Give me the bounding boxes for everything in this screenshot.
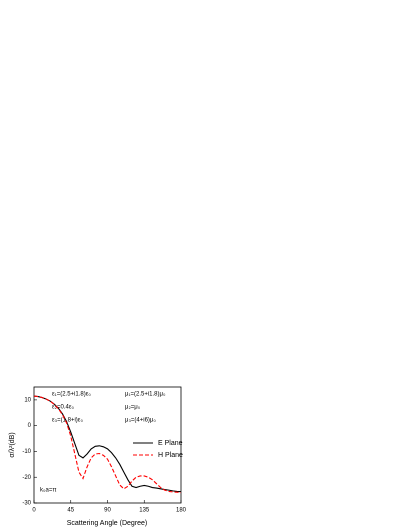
- x-tick-label: 0: [32, 508, 36, 514]
- annotation: k₀a=π: [40, 488, 56, 494]
- annotation: μ₂=μ₀: [125, 405, 141, 411]
- annotation: ε₁=(2.5+i1.8)ε₀: [52, 392, 91, 398]
- x-tick-label: 135: [139, 508, 150, 514]
- y-tick-label: -10: [22, 449, 31, 455]
- legend-label: E Plane: [158, 440, 183, 447]
- legend-label: H Plane: [158, 452, 183, 459]
- annotation: μ₃=(4+i6)μ₀: [125, 418, 156, 424]
- x-tick-label: 45: [67, 508, 74, 514]
- y-tick-label: 10: [24, 397, 31, 403]
- x-tick-label: 90: [104, 508, 111, 514]
- annotation: μ₁=(2.5+i1.8)μ₀: [125, 392, 166, 398]
- x-axis-label: Scattering Angle (Degree): [67, 520, 148, 527]
- annotation: ε₃=(1.8+i)ε₀: [52, 418, 83, 424]
- y-axis-label: σ/λ²(dB): [9, 432, 16, 457]
- y-tick-label: -20: [22, 475, 31, 481]
- data-line: [33, 395, 182, 494]
- data-line: [33, 395, 182, 493]
- annotation: ε₂=0.4ε₀: [52, 405, 75, 411]
- y-tick-label: 0: [28, 423, 32, 429]
- y-tick-label: -30: [22, 501, 31, 507]
- x-tick-label: 180: [176, 508, 187, 514]
